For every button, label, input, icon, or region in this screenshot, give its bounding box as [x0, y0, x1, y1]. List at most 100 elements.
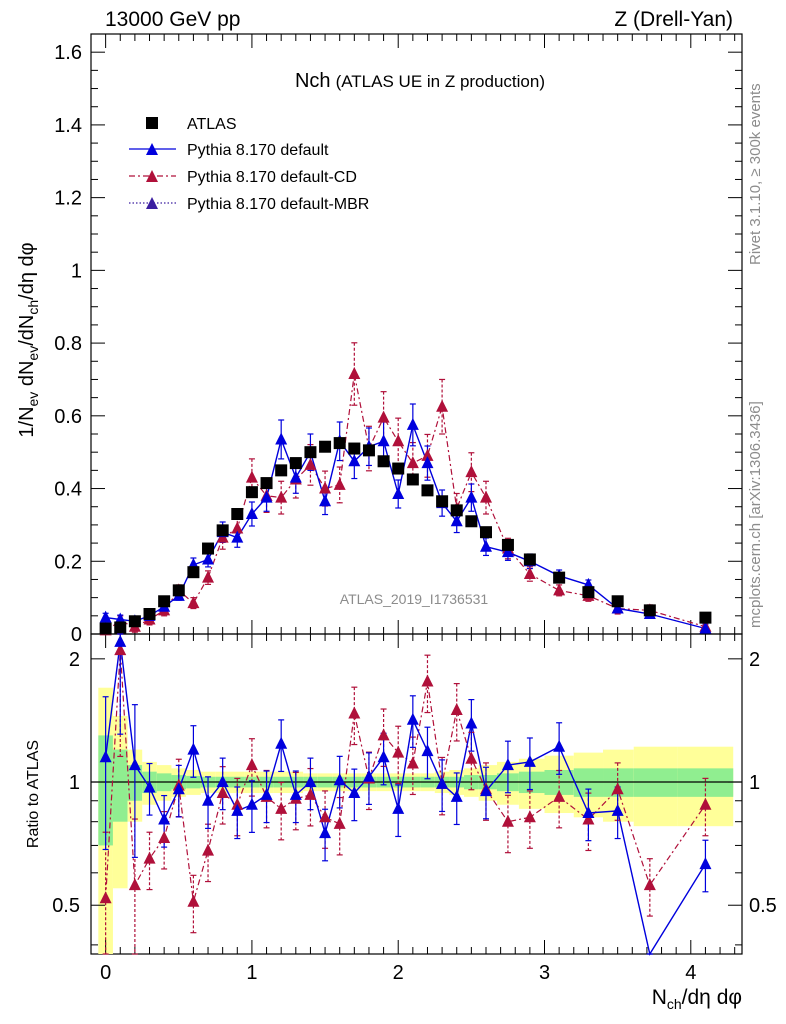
- main-plot-marks: [99, 342, 712, 636]
- ratio-default-point: [450, 789, 463, 802]
- pythia-default-point: [450, 514, 463, 527]
- pythia-cd-point: [465, 465, 478, 478]
- ratio-cd-point: [611, 782, 624, 795]
- ratio-cd-point: [348, 706, 361, 719]
- pythia-cd-point: [421, 448, 434, 461]
- ratio-default-point: [289, 787, 302, 800]
- pythia-cd-point: [479, 490, 492, 503]
- ratio-cd-point: [699, 797, 712, 810]
- atlas-data-point: [289, 457, 302, 470]
- ratio-default-point: [114, 634, 127, 647]
- ratio-default-point: [275, 736, 288, 749]
- pythia-default-point: [392, 487, 405, 499]
- atlas-data-point: [348, 442, 361, 455]
- ratio-default-point: [99, 750, 112, 763]
- ratio-cd-point: [319, 810, 332, 823]
- ratio-default-point: [319, 826, 332, 839]
- ratio-cd-point: [231, 797, 244, 810]
- pythia-cd-point: [348, 367, 361, 379]
- analysis-id: ATLAS_2019_I1736531: [340, 591, 489, 607]
- xtick-label: 3: [539, 962, 550, 984]
- ratio-default-point: [523, 754, 536, 767]
- ratio-ytick-label-right: 2: [749, 649, 760, 671]
- legend-atlas-marker: [146, 117, 158, 129]
- atlas-data-point: [158, 595, 171, 608]
- ratio-plot-marks: [99, 633, 712, 956]
- ratio-ytick-label-left: 2: [69, 649, 80, 671]
- ratio-cd-line: [105, 650, 706, 902]
- ratio-default-point: [260, 787, 273, 800]
- atlas-data-point: [319, 440, 332, 453]
- plot-title-sub: (ATLAS UE in Z production): [336, 72, 545, 91]
- pythia-default-point: [421, 456, 434, 469]
- atlas-data-point: [128, 615, 141, 628]
- ratio-default-point: [465, 716, 478, 729]
- ratio-ytick-label-right: 0.5: [749, 895, 777, 917]
- ratio-cd-point: [304, 787, 317, 800]
- pythia-default-point: [99, 610, 112, 623]
- energy-label: 13000 GeV pp: [105, 8, 240, 31]
- main-ytick-label: 1: [71, 260, 82, 282]
- axis-tick-labels: 0 0.2 0.4 0.6 0.8 1 1.2 1.4 1.6 0.5 0.5 1 1 2 2 0 1 2 3 4: [52, 42, 777, 984]
- ratio-default-point: [158, 812, 171, 825]
- atlas-data-point: [392, 462, 405, 475]
- atlas-data-point: [99, 622, 112, 635]
- pythia-default-point: [231, 530, 244, 543]
- atlas-data-point: [479, 526, 492, 539]
- ratio-default-point: [348, 786, 361, 799]
- ratio-default-point: [479, 784, 492, 797]
- pythia-cd-point: [406, 456, 419, 469]
- pythia-default-point: [275, 432, 288, 445]
- ratio-default-point: [421, 744, 434, 757]
- pythia-default-point: [202, 552, 215, 565]
- legend-mbr-label: Pythia 8.170 default-MBR: [187, 196, 369, 213]
- mcplots-label: mcplots.cern.ch [arXiv:1306.3436]: [747, 401, 764, 628]
- pythia-default-point: [245, 507, 258, 519]
- pythia-cd-point: [304, 457, 317, 470]
- pythia-cd-point: [245, 470, 258, 483]
- ratio-ytick-label-left: 1: [69, 772, 80, 794]
- legend-default-label: Pythia 8.170 default: [187, 142, 329, 159]
- pythia-default-point: [260, 490, 273, 503]
- ratio-default-point: [216, 775, 229, 788]
- ratio-cd-point: [406, 756, 419, 769]
- ratio-default-point: [362, 769, 375, 782]
- ratio-default-point: [699, 857, 712, 870]
- atlas-data-point: [553, 571, 566, 584]
- xlabel: Nch/dη dφ: [652, 986, 742, 1012]
- atlas-data-point: [436, 495, 449, 508]
- atlas-data-point: [260, 477, 273, 490]
- atlas-data-point: [143, 608, 156, 620]
- legend-default-marker: [146, 143, 158, 155]
- legend-cd-label: Pythia 8.170 default-CD: [187, 169, 357, 186]
- ratio-cd-point: [99, 891, 112, 904]
- legend-mbr-marker: [146, 197, 158, 209]
- ratio-cd-point: [450, 702, 463, 715]
- atlas-data-point: [114, 621, 127, 634]
- ratio-cd-point: [643, 878, 656, 891]
- atlas-data-point: [172, 584, 185, 597]
- atlas-data-point: [377, 455, 390, 468]
- plot-title: Nch (ATLAS UE in Z production): [295, 70, 545, 92]
- ratio-default-point: [333, 773, 346, 786]
- ratio-cd-point: [187, 894, 200, 907]
- ratio-default-point: [202, 793, 215, 806]
- ratio-cd-point: [245, 758, 258, 771]
- ratio-default-point: [406, 712, 419, 725]
- main-ytick-label: 0.8: [54, 333, 82, 355]
- atlas-data-point: [304, 446, 317, 459]
- atlas-data-point: [465, 515, 478, 528]
- pythia-cd-point: [553, 583, 566, 596]
- pythia-cd-point: [319, 481, 332, 494]
- ratio-default-point: [582, 806, 595, 819]
- main-ylabel: 1/Nev dNev/dNch/dη dφ: [16, 242, 41, 437]
- atlas-data-point: [406, 473, 419, 486]
- ratio-default-point: [553, 739, 566, 752]
- atlas-data-point: [333, 437, 346, 450]
- main-ytick-label: 0.4: [54, 479, 82, 501]
- atlas-data-point: [643, 604, 656, 617]
- ratio-cd-point: [202, 843, 215, 856]
- main-ytick-label: 0: [71, 624, 82, 646]
- ratio-cd-point: [377, 728, 390, 741]
